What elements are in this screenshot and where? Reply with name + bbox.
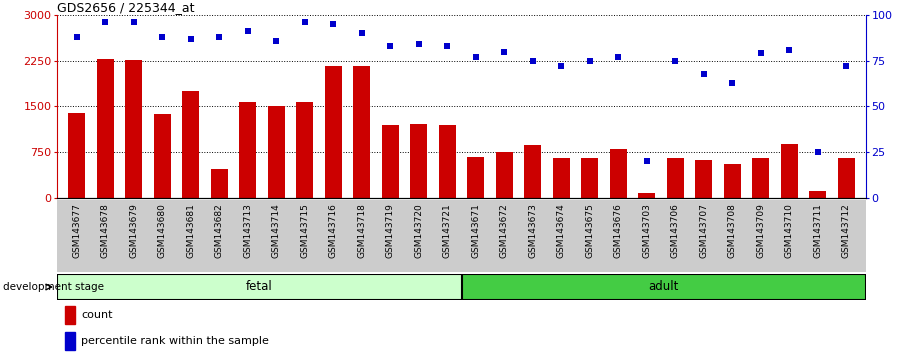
Bar (439, 125, 456, 198)
Text: development stage: development stage (3, 282, 104, 292)
Point (611, 54, 625, 60)
Text: GSM143682: GSM143682 (215, 204, 224, 258)
Point (212, 34, 226, 40)
Text: GSM143677: GSM143677 (72, 204, 82, 258)
Point (98, 19, 112, 25)
Point (241, 29, 255, 34)
Text: GSM143720: GSM143720 (414, 204, 423, 258)
Bar (381, 125, 399, 198)
Point (70, 34, 84, 40)
Point (554, 63, 568, 69)
Bar (57, 274, 461, 300)
Point (754, 51, 768, 56)
Bar (296, 102, 313, 198)
Text: GSM143708: GSM143708 (728, 204, 737, 258)
Text: GSM143714: GSM143714 (272, 204, 281, 258)
Bar (837, 158, 854, 198)
Point (468, 54, 483, 60)
Point (668, 58, 682, 64)
Point (127, 19, 141, 25)
Bar (752, 158, 769, 198)
Text: GSM143716: GSM143716 (329, 204, 338, 258)
Point (269, 38, 284, 44)
Bar (724, 164, 741, 198)
Text: GSM143711: GSM143711 (813, 204, 822, 258)
Point (440, 43, 455, 49)
Bar (667, 158, 684, 198)
Bar (553, 158, 570, 198)
Bar (695, 160, 712, 198)
Text: GSM143703: GSM143703 (642, 204, 651, 258)
Bar (68, 113, 85, 198)
Bar (65, 332, 75, 350)
Text: GSM143709: GSM143709 (757, 204, 765, 258)
Point (839, 63, 853, 69)
Bar (268, 106, 284, 198)
Bar (525, 145, 541, 198)
Point (725, 80, 739, 86)
Bar (324, 65, 342, 198)
Bar (610, 149, 627, 198)
Point (155, 34, 169, 40)
Bar (496, 152, 513, 198)
Bar (410, 124, 428, 198)
Point (354, 30, 369, 36)
Text: GSM143719: GSM143719 (386, 204, 395, 258)
Point (583, 58, 597, 64)
Text: GSM143713: GSM143713 (244, 204, 253, 258)
Point (411, 41, 426, 47)
Point (297, 19, 312, 25)
Text: GSM143707: GSM143707 (699, 204, 708, 258)
Text: adult: adult (649, 280, 679, 293)
Text: GSM143681: GSM143681 (187, 204, 196, 258)
Point (697, 71, 711, 76)
Bar (65, 306, 75, 324)
Text: GSM143675: GSM143675 (585, 204, 594, 258)
Text: GSM143672: GSM143672 (500, 204, 509, 258)
Bar (809, 191, 826, 198)
Text: GSM143715: GSM143715 (300, 204, 309, 258)
Bar (125, 60, 142, 198)
Text: fetal: fetal (246, 280, 273, 293)
Text: GSM143674: GSM143674 (556, 204, 565, 258)
Text: GSM143671: GSM143671 (471, 204, 480, 258)
Point (326, 21, 341, 27)
Text: GSM143676: GSM143676 (613, 204, 622, 258)
Text: GSM143679: GSM143679 (130, 204, 139, 258)
Text: percentile rank within the sample: percentile rank within the sample (82, 336, 269, 346)
Bar (781, 144, 797, 198)
Bar (154, 114, 171, 198)
Text: GSM143678: GSM143678 (101, 204, 110, 258)
Bar (581, 158, 598, 198)
Text: GDS2656 / 225344_at: GDS2656 / 225344_at (57, 1, 195, 14)
Point (497, 49, 512, 55)
Text: GSM143718: GSM143718 (357, 204, 366, 258)
Point (640, 159, 654, 164)
Point (184, 36, 198, 42)
Point (383, 43, 398, 49)
Bar (182, 91, 199, 198)
Point (782, 47, 796, 53)
Text: GSM143712: GSM143712 (842, 204, 851, 258)
Text: count: count (82, 310, 112, 320)
Text: GSM143673: GSM143673 (528, 204, 537, 258)
Text: GSM143680: GSM143680 (158, 204, 167, 258)
Bar (353, 65, 371, 198)
Text: GSM143710: GSM143710 (785, 204, 794, 258)
Bar (638, 193, 655, 198)
Bar (97, 59, 114, 198)
Bar (239, 102, 256, 198)
Text: GSM143721: GSM143721 (443, 204, 452, 258)
Point (810, 149, 824, 155)
Bar (211, 169, 228, 198)
Bar (467, 156, 485, 198)
Text: GSM143706: GSM143706 (670, 204, 680, 258)
Bar (461, 274, 866, 300)
Point (525, 58, 540, 64)
